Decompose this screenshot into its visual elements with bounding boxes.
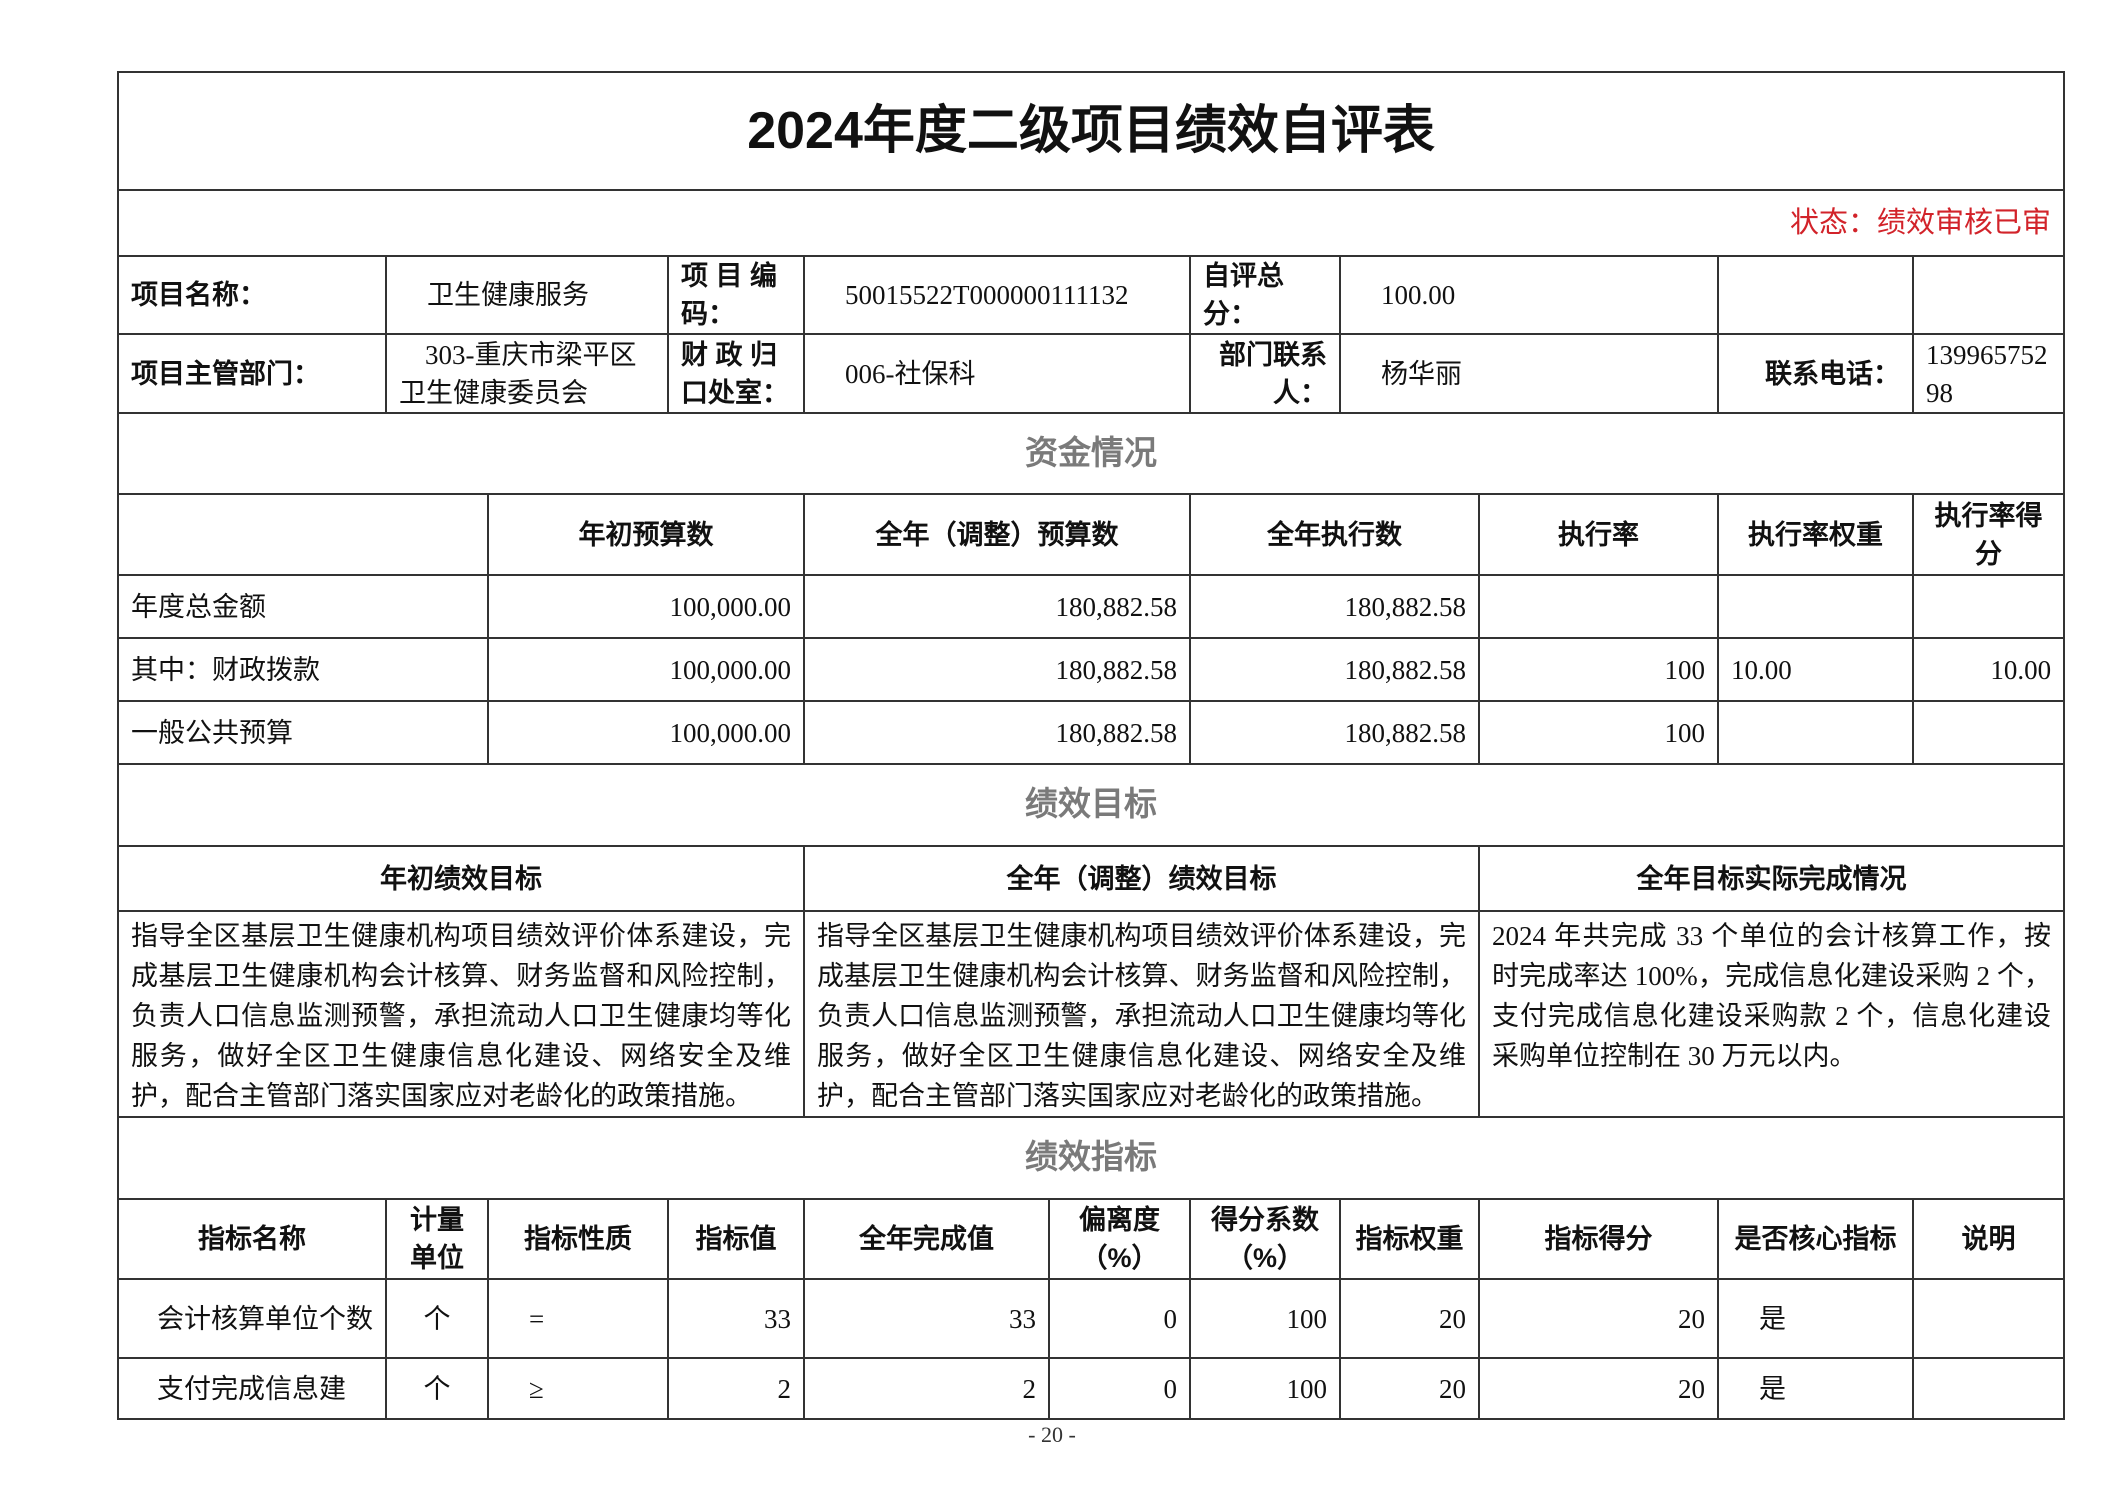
office-label: 财 政 归 口处室： — [667, 333, 805, 414]
goals-header: 年初绩效目标 — [117, 845, 805, 912]
indicator-header: 指标权重 — [1339, 1198, 1480, 1280]
status-badge: 状态：绩效审核已审 — [116, 189, 2066, 257]
indicator-cell: 33 — [667, 1278, 805, 1359]
indicator-header: 说明 — [1911, 1198, 2066, 1280]
section-goals: 绩效目标 — [116, 763, 2066, 847]
funds-cell — [1717, 574, 1914, 639]
project-code: 50015522T000000111132 — [803, 255, 1191, 335]
phone-value: 13996575298 — [1911, 333, 2066, 414]
funds-cell — [1911, 700, 2066, 765]
indicator-cell: 会计核算单位个数 — [117, 1278, 387, 1359]
table-row: 会计核算单位个数 个 = 33 33 0 100 20 20 是 — [117, 1278, 2066, 1359]
indicator-cell: = — [487, 1278, 669, 1359]
indicator-cell — [1911, 1278, 2066, 1359]
indicator-header: 指标性质 — [487, 1198, 669, 1280]
indicator-cell: 个 — [385, 1357, 489, 1420]
dept-value: 303-重庆市梁平区卫生健康委员会 — [385, 333, 669, 414]
actual-completion-text: 2024 年共完成 33 个单位的会计核算工作，按时完成率达 100%，完成信息… — [1477, 910, 2066, 1118]
funds-cell: 180,882.58 — [803, 637, 1191, 702]
page-title: 2024年度二级项目绩效自评表 — [116, 71, 2066, 191]
project-name-label: 项目名称： — [117, 255, 387, 335]
table-row: 支付完成信息建 个 ≥ 2 2 0 100 20 20 是 — [117, 1357, 2066, 1420]
funds-cell — [1717, 700, 1914, 765]
funds-header: 执行率 — [1478, 493, 1719, 576]
indicator-cell: 是 — [1717, 1278, 1914, 1359]
indicator-header: 全年完成值 — [803, 1198, 1050, 1280]
indicator-cell: 0 — [1048, 1357, 1191, 1420]
indicator-cell: 2 — [667, 1357, 805, 1420]
funds-cell: 10.00 — [1911, 637, 2066, 702]
indicator-cell: 0 — [1048, 1278, 1191, 1359]
score-label: 自评总分： — [1189, 255, 1341, 335]
indicator-cell — [1911, 1357, 2066, 1420]
funds-header — [117, 493, 489, 576]
contact-value: 杨华丽 — [1339, 333, 1719, 414]
indicator-cell: 100 — [1189, 1357, 1341, 1420]
contact-label: 部门联系人： — [1189, 333, 1341, 414]
office-value: 006-社保科 — [803, 333, 1191, 414]
score-value: 100.00 — [1339, 255, 1719, 335]
funds-cell: 100 — [1478, 637, 1719, 702]
page-number: - 20 - — [1028, 1422, 1076, 1447]
funds-header: 全年（调整）预算数 — [803, 493, 1191, 576]
goals-header: 全年（调整）绩效目标 — [803, 845, 1480, 912]
indicator-header: 指标值 — [667, 1198, 805, 1280]
funds-cell: 一般公共预算 — [117, 700, 489, 765]
goals-header: 全年目标实际完成情况 — [1477, 845, 2066, 912]
indicator-cell: 33 — [803, 1278, 1050, 1359]
phone-label: 联系电话： — [1717, 333, 1914, 414]
funds-cell: 100,000.00 — [487, 574, 805, 639]
adjusted-goal-text: 指导全区基层卫生健康机构项目绩效评价体系建设，完成基层卫生健康机构会计核算、财务… — [803, 910, 1480, 1118]
indicator-cell: 20 — [1339, 1278, 1480, 1359]
dept-label: 项目主管部门： — [117, 333, 387, 414]
funds-cell: 100,000.00 — [487, 637, 805, 702]
funds-header: 全年执行数 — [1189, 493, 1480, 576]
empty-cell — [1717, 255, 1914, 335]
indicator-header: 得分系数（%） — [1189, 1198, 1341, 1280]
funds-header: 年初预算数 — [487, 493, 805, 576]
table-row: 年度总金额 100,000.00 180,882.58 180,882.58 — [117, 574, 2066, 639]
table-row: 一般公共预算 100,000.00 180,882.58 180,882.58 … — [117, 700, 2066, 765]
section-funds: 资金情况 — [116, 412, 2066, 495]
indicator-cell: 个 — [385, 1278, 489, 1359]
indicator-header: 指标名称 — [117, 1198, 387, 1280]
indicator-header: 是否核心指标 — [1717, 1198, 1914, 1280]
funds-header: 执行率得分 — [1911, 493, 2066, 576]
table-row: 其中：财政拨款 100,000.00 180,882.58 180,882.58… — [117, 637, 2066, 702]
indicator-cell: 20 — [1478, 1278, 1719, 1359]
funds-cell: 其中：财政拨款 — [117, 637, 489, 702]
indicator-cell: 2 — [803, 1357, 1050, 1420]
funds-cell: 180,882.58 — [803, 574, 1191, 639]
performance-self-evaluation-table: 2024年度二级项目绩效自评表 状态：绩效审核已审 项目名称： 卫生健康服务 项… — [116, 71, 2066, 1420]
indicator-header: 偏离度（%） — [1048, 1198, 1191, 1280]
funds-cell: 180,882.58 — [1189, 574, 1480, 639]
funds-cell — [1911, 574, 2066, 639]
funds-cell: 180,882.58 — [803, 700, 1191, 765]
indicator-cell: 100 — [1189, 1278, 1341, 1359]
indicator-cell: 支付完成信息建 — [117, 1357, 387, 1420]
funds-cell: 180,882.58 — [1189, 700, 1480, 765]
project-code-label: 项 目 编 码： — [667, 255, 805, 335]
indicator-header: 计量单位 — [385, 1198, 489, 1280]
funds-cell: 100 — [1478, 700, 1719, 765]
initial-goal-text: 指导全区基层卫生健康机构项目绩效评价体系建设，完成基层卫生健康机构会计核算、财务… — [117, 910, 805, 1118]
funds-cell: 10.00 — [1717, 637, 1914, 702]
funds-header: 执行率权重 — [1717, 493, 1914, 576]
indicator-cell: 20 — [1478, 1357, 1719, 1420]
funds-cell: 180,882.58 — [1189, 637, 1480, 702]
indicator-cell: 是 — [1717, 1357, 1914, 1420]
project-name: 卫生健康服务 — [385, 255, 669, 335]
section-indicators: 绩效指标 — [116, 1116, 2066, 1200]
funds-cell: 年度总金额 — [117, 574, 489, 639]
funds-cell — [1478, 574, 1719, 639]
funds-cell: 100,000.00 — [487, 700, 805, 765]
indicator-cell: 20 — [1339, 1357, 1480, 1420]
empty-cell — [1911, 255, 2066, 335]
indicator-header: 指标得分 — [1478, 1198, 1719, 1280]
indicator-cell: ≥ — [487, 1357, 669, 1420]
